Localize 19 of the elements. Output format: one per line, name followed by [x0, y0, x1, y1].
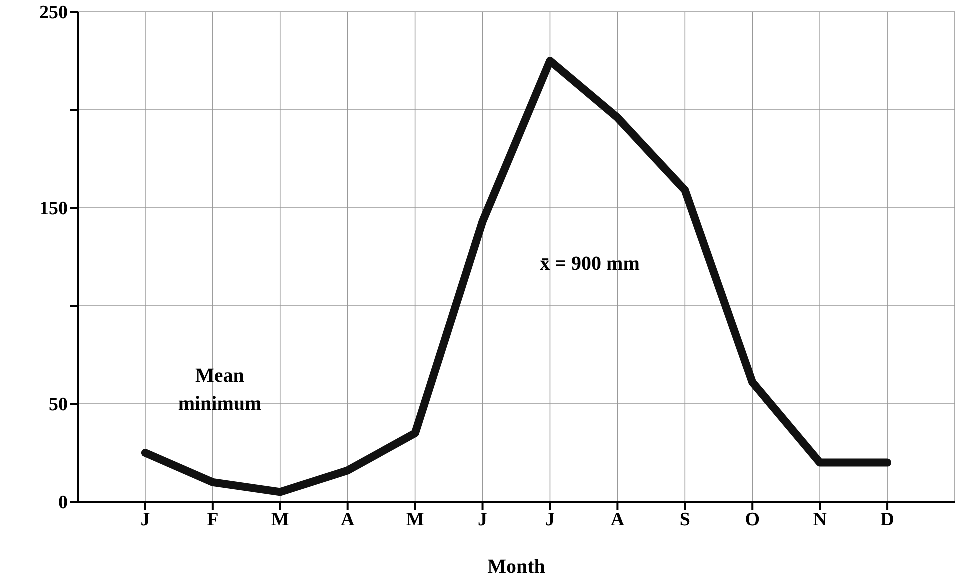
y-tick-label: 50 — [49, 394, 68, 416]
x-tick-label: F — [207, 509, 219, 530]
x-tick-label: D — [880, 509, 894, 530]
y-tick-label: 0 — [58, 492, 68, 514]
x-tick-label: M — [406, 509, 424, 530]
x-tick-label: A — [610, 509, 625, 530]
x-tick-label: M — [271, 509, 290, 530]
x-tick-label: N — [813, 509, 828, 530]
annotation: x̄ = 900 mm — [539, 252, 641, 277]
x-axis-title: Month — [488, 556, 546, 578]
annotation: Mean minimum — [177, 364, 263, 417]
x-tick-label: O — [745, 509, 760, 530]
x-tick-label: J — [140, 509, 150, 530]
y-tick-label: 250 — [40, 2, 68, 24]
x-tick-label: S — [680, 509, 690, 530]
y-tick-label: 150 — [40, 198, 68, 220]
x-tick-label: A — [340, 509, 355, 530]
x-tick-label: J — [545, 509, 555, 530]
x-tick-label: J — [478, 509, 488, 530]
